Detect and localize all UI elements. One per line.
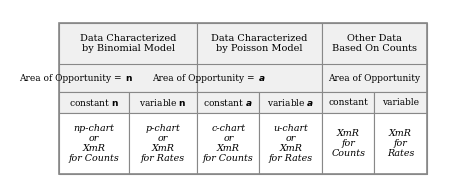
- Bar: [197, 92, 259, 113]
- Text: XmR: XmR: [389, 129, 412, 138]
- Text: Area of Opportunity =: Area of Opportunity =: [19, 74, 125, 83]
- Text: for Rates: for Rates: [141, 154, 185, 163]
- Bar: [129, 113, 197, 174]
- Text: or: or: [89, 134, 99, 143]
- Text: for Counts: for Counts: [69, 154, 119, 163]
- Bar: [59, 23, 197, 92]
- Bar: [322, 92, 374, 113]
- Text: variable: variable: [382, 98, 419, 107]
- Bar: [59, 92, 129, 113]
- Bar: [259, 113, 322, 174]
- Text: np-chart: np-chart: [73, 124, 115, 133]
- Bar: [322, 113, 374, 174]
- Text: Other Data
Based On Counts: Other Data Based On Counts: [332, 34, 417, 53]
- Text: Area of Opportunity =: Area of Opportunity =: [152, 74, 257, 83]
- Text: Data Characterized
by Binomial Model: Data Characterized by Binomial Model: [80, 34, 176, 53]
- Bar: [197, 23, 322, 92]
- Text: XmR: XmR: [337, 129, 360, 138]
- Text: variable $\boldsymbol{a}$: variable $\boldsymbol{a}$: [267, 98, 314, 108]
- Text: Rates: Rates: [387, 149, 414, 158]
- Text: or: or: [158, 134, 168, 143]
- Text: $\boldsymbol{a}$: $\boldsymbol{a}$: [258, 74, 265, 83]
- Text: XmR: XmR: [82, 144, 106, 153]
- Bar: [197, 113, 259, 174]
- Text: p-chart: p-chart: [146, 124, 181, 133]
- Text: Data Characterized
by Poisson Model: Data Characterized by Poisson Model: [211, 34, 308, 53]
- Text: for: for: [393, 139, 407, 148]
- Text: for Counts: for Counts: [203, 154, 254, 163]
- Text: or: or: [285, 134, 296, 143]
- Text: constant $\mathbf{n}$: constant $\mathbf{n}$: [69, 98, 119, 108]
- Text: constant $\boldsymbol{a}$: constant $\boldsymbol{a}$: [203, 98, 253, 108]
- Bar: [59, 113, 129, 174]
- Text: c-chart: c-chart: [211, 124, 245, 133]
- Text: variable $\mathbf{n}$: variable $\mathbf{n}$: [139, 98, 187, 108]
- Bar: [374, 92, 427, 113]
- Text: XmR: XmR: [217, 144, 240, 153]
- Text: or: or: [223, 134, 233, 143]
- Text: u-chart: u-chart: [273, 124, 308, 133]
- Text: $\mathbf{n}$: $\mathbf{n}$: [125, 74, 133, 83]
- Bar: [322, 23, 427, 92]
- Text: for: for: [341, 139, 355, 148]
- Bar: [259, 92, 322, 113]
- Text: Area of Opportunity: Area of Opportunity: [328, 74, 420, 83]
- Text: XmR: XmR: [152, 144, 174, 153]
- Bar: [374, 113, 427, 174]
- Bar: [129, 92, 197, 113]
- Text: XmR: XmR: [279, 144, 302, 153]
- Text: for Rates: for Rates: [269, 154, 313, 163]
- Text: constant: constant: [328, 98, 368, 107]
- Text: Counts: Counts: [331, 149, 365, 158]
